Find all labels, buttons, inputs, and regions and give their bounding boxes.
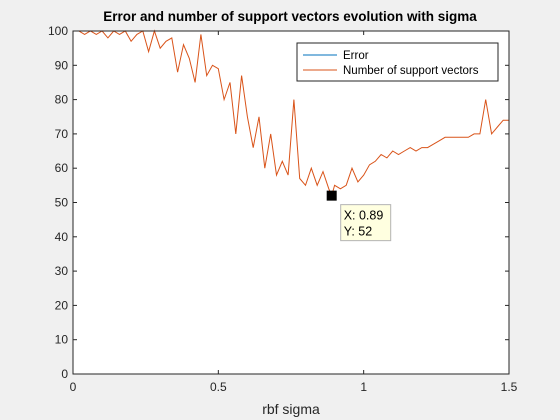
y-tick-label: 100 bbox=[48, 24, 68, 38]
legend-entry-label: Number of support vectors bbox=[343, 65, 479, 77]
y-tick-label: 50 bbox=[55, 196, 69, 210]
y-tick-label: 60 bbox=[55, 161, 69, 175]
y-tick-label: 10 bbox=[55, 333, 69, 347]
y-tick-label: 90 bbox=[55, 58, 69, 72]
legend-entry-label: Error bbox=[343, 50, 369, 62]
x-tick-label: 1.5 bbox=[501, 380, 518, 394]
y-tick-label: 20 bbox=[55, 298, 69, 312]
legend[interactable]: Error Number of support vectors bbox=[296, 42, 499, 82]
datatip-box[interactable] bbox=[340, 204, 392, 242]
y-tick-label: 40 bbox=[55, 230, 69, 244]
legend-box bbox=[296, 42, 499, 82]
y-tick-label: 0 bbox=[61, 367, 68, 381]
x-tick-label: 0.5 bbox=[210, 380, 227, 394]
datatip-marker[interactable] bbox=[326, 190, 337, 201]
chart-title: Error and number of support vectors evol… bbox=[103, 9, 477, 24]
plot-frame bbox=[72, 30, 510, 375]
datatip-text: X: 0.89 bbox=[344, 209, 384, 223]
y-tick-label: 30 bbox=[55, 264, 69, 278]
x-tick-label: 1 bbox=[360, 380, 367, 394]
series-line-support-vectors[interactable] bbox=[73, 29, 509, 198]
datatip-text: Y: 52 bbox=[344, 225, 373, 239]
y-tick-label: 70 bbox=[55, 127, 69, 141]
axes-ticks: 0 0.5 1 1.5 0 10 20 30 40 50 60 70 80 90 100 bbox=[48, 24, 518, 394]
plot-area[interactable] bbox=[73, 31, 509, 374]
annotation-layer: X: 0.89 Y: 52 bbox=[326, 190, 392, 242]
x-axis-label: rbf sigma bbox=[262, 401, 320, 417]
x-tick-label: 0 bbox=[70, 380, 77, 394]
y-tick-label: 80 bbox=[55, 93, 69, 107]
